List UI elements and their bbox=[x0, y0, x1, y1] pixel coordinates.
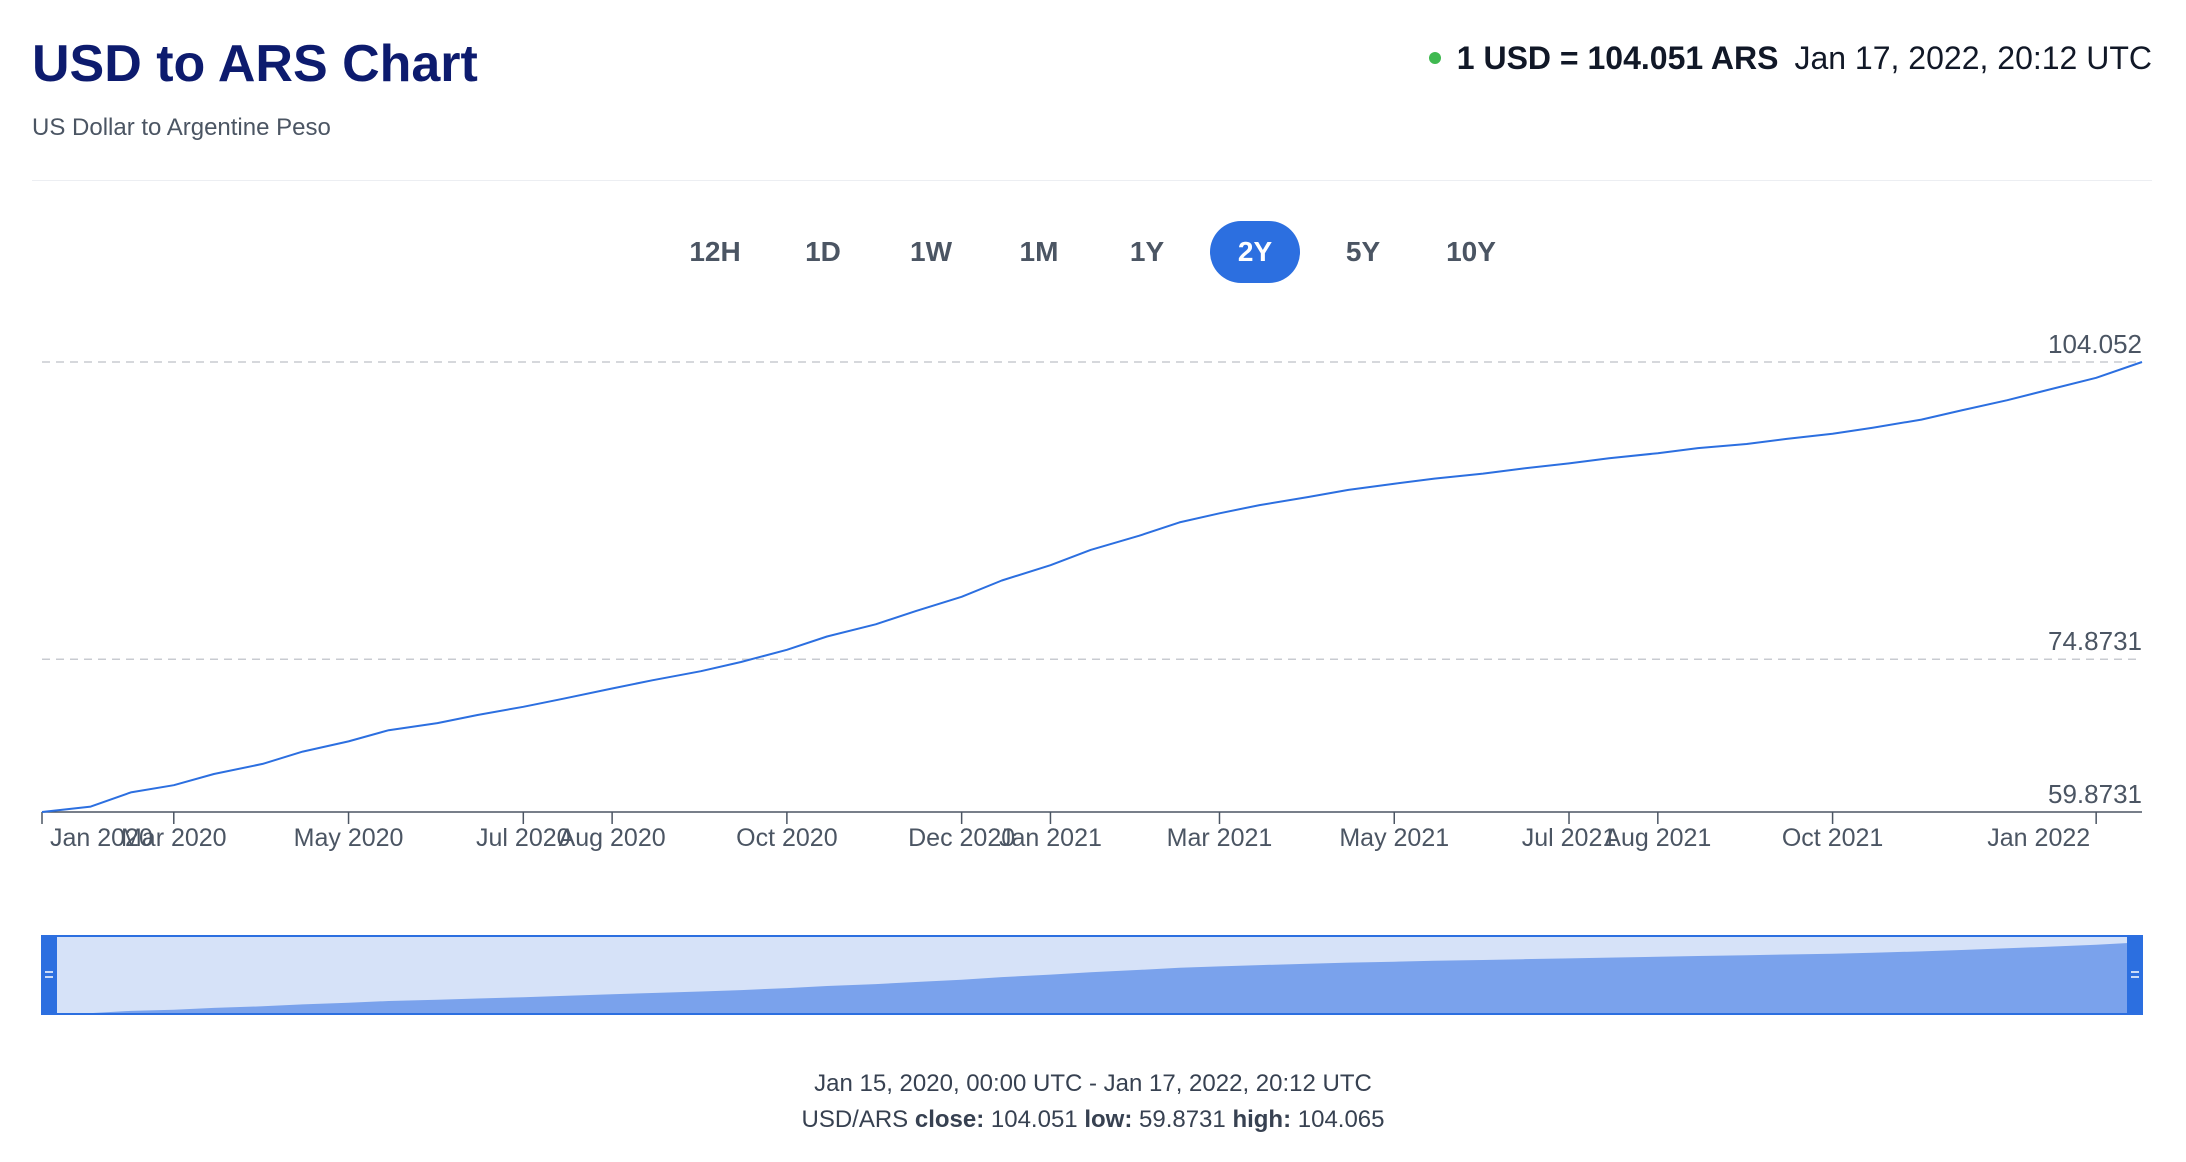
range-tab-2y[interactable]: 2Y bbox=[1210, 221, 1300, 283]
time-range-selector: 12H 1D 1W 1M 1Y 2Y 5Y 10Y bbox=[0, 221, 2186, 283]
series-line-usd-ars[interactable] bbox=[41, 361, 2143, 813]
range-tab-12h[interactable]: 12H bbox=[670, 221, 760, 283]
summary-pair: USD/ARS bbox=[801, 1106, 909, 1133]
range-tab-1d[interactable]: 1D bbox=[778, 221, 868, 283]
x-tick-label: Oct 2020 bbox=[736, 824, 837, 852]
x-tick-label: May 2020 bbox=[294, 824, 404, 852]
rate-value: 1 USD = 104.051 ARS bbox=[1456, 40, 1779, 76]
x-tick-label: Mar 2020 bbox=[121, 824, 227, 852]
summary-date-range: Jan 15, 2020, 00:00 UTC - Jan 17, 2022, … bbox=[814, 1070, 1372, 1097]
range-tab-1m[interactable]: 1M bbox=[994, 221, 1084, 283]
x-tick-label: Jul 2021 bbox=[1522, 824, 1617, 852]
summary-ohlc: USD/ARS close: 104.051 low: 59.8731 high… bbox=[0, 1102, 2186, 1138]
summary-close-label: close: bbox=[914, 1106, 985, 1133]
summary-low-value: 59.8731 bbox=[1139, 1106, 1226, 1133]
x-tick-label: Jul 2020 bbox=[476, 824, 571, 852]
range-navigator[interactable] bbox=[0, 930, 2186, 1030]
range-tab-1y[interactable]: 1Y bbox=[1102, 221, 1192, 283]
summary-high-label: high: bbox=[1232, 1106, 1292, 1133]
navigator-right-handle[interactable] bbox=[2127, 936, 2143, 1014]
summary-high-value: 104.065 bbox=[1297, 1106, 1385, 1133]
x-tick-label: Aug 2021 bbox=[1604, 824, 1711, 852]
x-tick-label: Jan 2020 bbox=[50, 824, 153, 852]
x-tick-label: Mar 2021 bbox=[1167, 824, 1273, 852]
page-title: USD to ARS Chart bbox=[32, 35, 478, 93]
live-status-dot-icon bbox=[1428, 52, 1441, 64]
x-tick-label: Oct 2021 bbox=[1782, 824, 1883, 852]
chart-summary: Jan 15, 2020, 00:00 UTC - Jan 17, 2022, … bbox=[0, 1066, 2186, 1138]
y-tick-label: 59.8731 bbox=[2048, 779, 2142, 809]
summary-low-label: low: bbox=[1084, 1106, 1133, 1133]
rate-timestamp: Jan 17, 2022, 20:12 UTC bbox=[1794, 40, 2152, 76]
x-tick-label: Aug 2020 bbox=[559, 824, 666, 852]
navigator-left-handle[interactable] bbox=[41, 936, 57, 1014]
x-tick-label: Dec 2020 bbox=[908, 824, 1015, 852]
x-tick-label: Jan 2022 bbox=[1987, 824, 2090, 852]
range-tab-10y[interactable]: 10Y bbox=[1426, 221, 1516, 283]
page-subtitle: US Dollar to Argentine Peso bbox=[32, 114, 331, 141]
header-divider bbox=[32, 180, 2152, 181]
summary-close-value: 104.051 bbox=[990, 1106, 1078, 1133]
y-tick-label: 104.052 bbox=[2048, 329, 2142, 359]
navigator-area bbox=[42, 942, 2142, 1014]
x-tick-label: May 2021 bbox=[1339, 824, 1449, 852]
y-tick-label: 74.8731 bbox=[2048, 626, 2142, 656]
range-tab-1w[interactable]: 1W bbox=[886, 221, 976, 283]
current-rate: 1 USD = 104.051 ARS Jan 17, 2022, 20:12 … bbox=[1428, 38, 2152, 78]
range-tab-5y[interactable]: 5Y bbox=[1318, 221, 1408, 283]
x-tick-label: Jan 2021 bbox=[999, 824, 1102, 852]
